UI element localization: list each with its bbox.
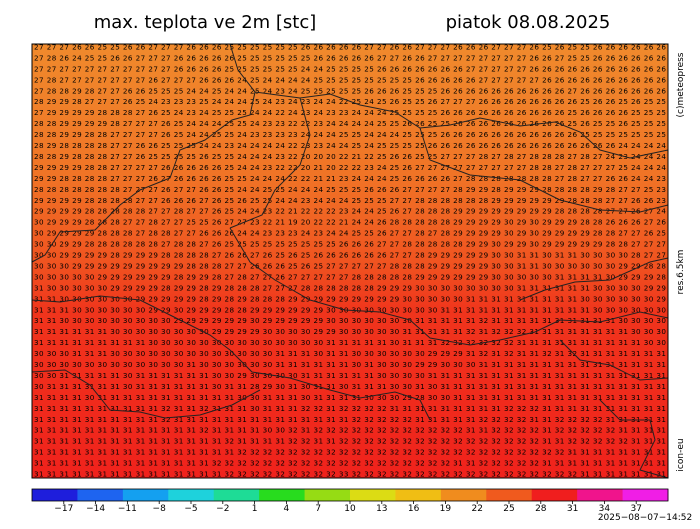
colorbar-label: −14 xyxy=(86,504,105,514)
colorbar-segment xyxy=(168,489,215,501)
colorbar-label: 28 xyxy=(535,504,547,514)
value-row: 28 28 29 28 28 28 27 27 26 25 25 25 25 2… xyxy=(34,152,666,161)
value-row: 28 28 29 29 28 28 27 27 27 27 26 25 24 2… xyxy=(34,130,666,139)
colorbar-label: 34 xyxy=(599,504,611,514)
model-name: icon-eu xyxy=(676,438,686,471)
colorbar-label: 1 xyxy=(252,504,258,514)
value-row: 31 31 30 30 30 30 30 30 29 29 29 29 29 2… xyxy=(34,294,666,303)
colorbar-label: −5 xyxy=(184,504,197,514)
colorbar-segment xyxy=(259,489,306,501)
colorbar-label: 4 xyxy=(284,504,290,514)
colorbar-label: 16 xyxy=(408,504,420,514)
colorbar-segment xyxy=(350,489,396,501)
resolution: res.6.5km xyxy=(676,250,686,295)
colorbar-label: 37 xyxy=(630,504,641,514)
value-row: 31 31 31 31 31 31 31 31 31 31 31 31 31 3… xyxy=(34,448,666,457)
value-row: 27 27 27 26 26 25 25 26 26 27 27 27 26 2… xyxy=(34,43,666,52)
colorbar-label: −11 xyxy=(118,504,137,514)
value-row: 30 30 29 29 28 28 28 28 28 28 27 28 28 2… xyxy=(34,240,666,249)
value-row: 31 31 31 31 31 31 31 31 31 30 30 30 30 3… xyxy=(34,338,666,347)
value-row: 30 30 30 31 31 31 30 30 30 30 30 30 30 3… xyxy=(34,349,666,358)
colorbar-segment xyxy=(577,489,624,501)
borders xyxy=(31,43,669,479)
value-row: 31 31 31 30 30 30 30 30 30 29 29 30 29 2… xyxy=(34,305,666,314)
colorbar-segment xyxy=(213,489,260,501)
run-timestamp: 2025−08−07−14:52 xyxy=(598,513,692,523)
value-grid: 27 27 27 26 26 25 25 26 26 27 27 27 26 2… xyxy=(34,43,666,479)
value-row: 31 31 31 31 31 31 31 31 31 31 32 31 31 3… xyxy=(34,415,666,424)
value-row: 31 31 30 30 30 30 30 30 30 30 30 29 29 2… xyxy=(34,316,666,325)
colorbar-label: 25 xyxy=(503,504,514,514)
colorbar-label: 31 xyxy=(567,504,578,514)
colorbar-segment xyxy=(440,489,487,501)
colorbar-label: −8 xyxy=(153,504,167,514)
value-row: 30 30 29 29 29 29 28 29 29 29 28 28 28 2… xyxy=(34,251,666,260)
copyright: (c)meteopress xyxy=(676,52,686,117)
colorbar-label: 10 xyxy=(344,504,356,514)
value-row: 29 29 29 29 28 28 27 27 27 27 26 26 26 2… xyxy=(34,163,666,172)
value-row: 27 28 26 24 25 25 26 26 27 27 27 26 26 2… xyxy=(34,53,666,62)
value-row: 27 28 27 27 27 27 27 27 27 26 27 27 27 2… xyxy=(34,75,666,84)
map-frame xyxy=(31,43,669,479)
value-row: 30 29 29 29 29 28 28 28 27 28 28 27 27 2… xyxy=(34,229,666,238)
value-row: 27 29 29 29 29 28 28 28 27 26 25 24 23 2… xyxy=(34,108,666,117)
value-row: 30 30 30 29 29 29 29 29 29 29 29 29 28 2… xyxy=(34,261,666,270)
colorbar: −17 −14 −11 −8 −5 −2 1 4 7 10 13 16 19 22 25 28 31 34 37 xyxy=(31,488,669,514)
value-row: 30 30 30 30 30 29 29 29 29 29 29 28 29 2… xyxy=(34,272,666,281)
value-row: 31 30 30 30 30 30 29 29 29 29 28 29 29 2… xyxy=(34,283,666,292)
value-row: 28 28 29 29 29 29 28 27 27 27 26 25 24 2… xyxy=(34,119,666,128)
colorbar-segment xyxy=(622,489,669,501)
value-row: 31 31 31 31 31 31 31 31 31 31 31 31 31 3… xyxy=(34,459,666,468)
map-date: piatok 08.08.2025 xyxy=(446,12,611,33)
colorbar-segment xyxy=(531,489,578,501)
value-row: 31 31 31 31 30 31 31 31 31 31 31 31 31 3… xyxy=(34,393,666,402)
value-row: 31 31 31 31 31 31 30 30 30 30 30 30 30 3… xyxy=(34,327,666,336)
temperature-field xyxy=(32,44,668,478)
colorbar-label: −2 xyxy=(216,504,229,514)
colorbar-segment xyxy=(304,489,351,501)
colorbar-segment xyxy=(486,489,533,501)
value-row: 30 30 30 30 30 30 30 30 30 30 30 30 31 3… xyxy=(34,360,666,369)
value-row: 28 29 28 28 28 28 27 27 26 26 25 25 25 2… xyxy=(34,141,666,150)
value-row: 31 31 31 31 31 31 31 31 31 31 32 31 31 3… xyxy=(34,404,666,413)
colorbar-segment xyxy=(395,489,442,501)
colorbar-label: 7 xyxy=(315,504,321,514)
value-row: 30 30 31 31 31 31 31 30 31 31 31 31 31 3… xyxy=(34,371,666,380)
value-row: 29 29 29 29 28 28 28 28 27 27 26 26 26 2… xyxy=(34,196,666,205)
value-row: 27 27 27 27 27 27 27 27 27 27 27 26 26 2… xyxy=(34,64,666,73)
colorbar-segment xyxy=(32,489,78,501)
value-row: 28 28 28 28 28 28 28 27 27 27 26 27 27 2… xyxy=(34,185,666,194)
value-row: 29 29 28 28 28 28 27 27 27 26 27 26 26 2… xyxy=(34,174,666,183)
map-title: max. teplota ve 2m [stc] xyxy=(94,12,317,33)
value-row: 30 29 29 29 28 28 28 27 27 28 27 27 25 2… xyxy=(34,218,666,227)
colorbar-label: 22 xyxy=(471,504,482,514)
colorbar-label: −17 xyxy=(54,504,73,514)
value-row: 31 31 31 31 31 31 31 31 31 31 31 31 31 3… xyxy=(34,437,666,446)
value-row: 30 31 31 31 31 31 31 30 31 31 31 31 31 3… xyxy=(34,382,666,391)
colorbar-segment xyxy=(122,489,169,501)
value-row: 31 31 31 31 31 31 31 31 31 31 31 31 31 3… xyxy=(34,426,666,435)
colorbar-segment xyxy=(77,489,124,501)
colorbar-label: 19 xyxy=(440,504,452,514)
value-row: 29 29 29 29 28 28 28 28 28 27 27 28 27 2… xyxy=(34,207,666,216)
colorbar-label: 13 xyxy=(376,504,387,514)
value-row: 31 31 31 31 31 31 31 31 31 31 31 31 31 3… xyxy=(34,470,666,479)
value-row: 27 28 28 29 28 27 27 26 26 25 25 25 24 2… xyxy=(34,86,666,95)
